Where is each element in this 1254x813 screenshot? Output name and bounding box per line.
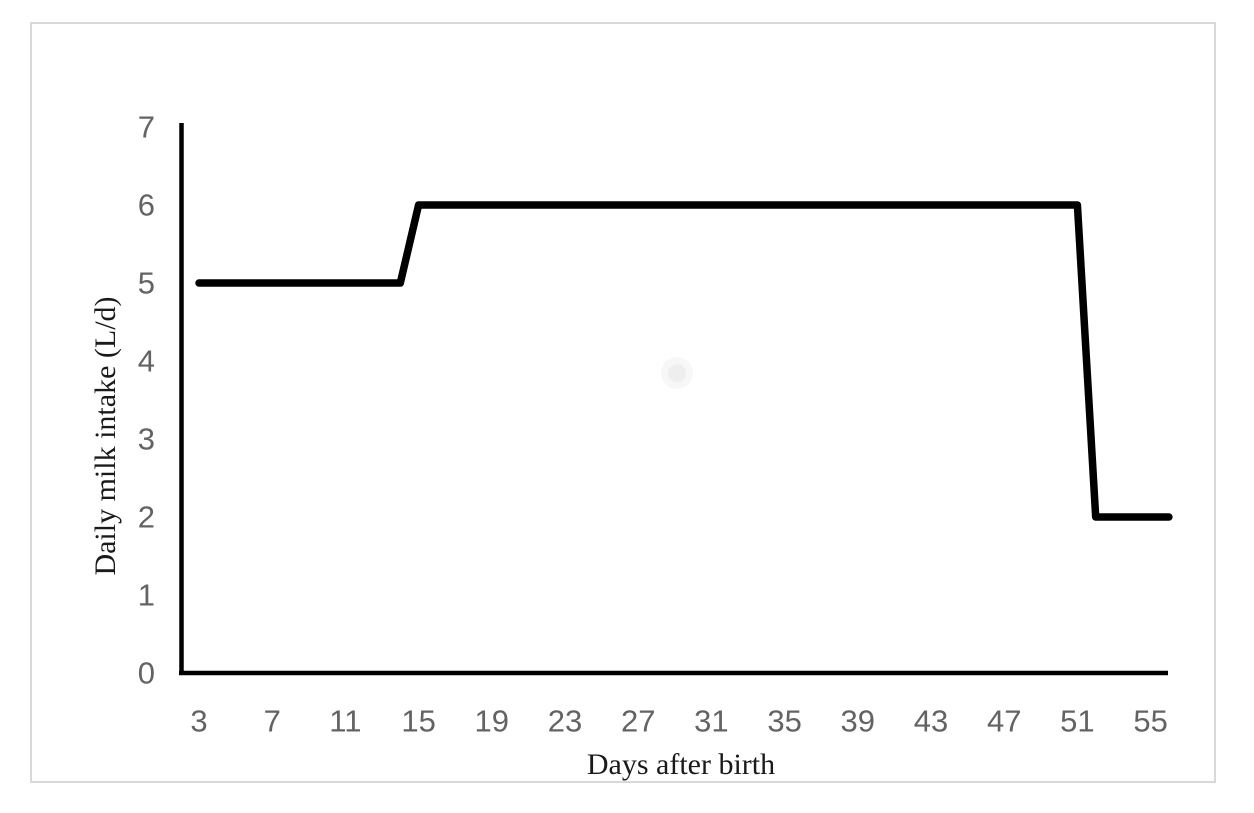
x-tick-label: 31	[694, 704, 728, 739]
y-axis-title: Daily milk intake (L/d)	[89, 296, 122, 576]
x-tick-label: 3	[190, 704, 207, 739]
x-tick-label: 35	[767, 704, 801, 739]
y-tick-label: 7	[138, 110, 155, 145]
x-tick-label: 15	[401, 704, 435, 739]
y-tick-label: 4	[138, 344, 155, 379]
chart-frame	[30, 22, 1216, 783]
y-tick-label: 0	[138, 656, 155, 691]
x-axis-title: Days after birth	[586, 748, 776, 781]
x-tick-label: 19	[475, 704, 509, 739]
x-tick-label: 47	[987, 704, 1021, 739]
x-tick-label: 55	[1133, 704, 1167, 739]
y-tick-label: 1	[138, 578, 155, 613]
y-tick-label: 5	[138, 266, 155, 301]
x-tick-label: 23	[548, 704, 582, 739]
x-tick-label: 39	[841, 704, 875, 739]
x-tick-label: 27	[621, 704, 655, 739]
x-tick-label: 51	[1060, 704, 1094, 739]
y-tick-label: 6	[138, 188, 155, 223]
smudge-artifact	[668, 364, 686, 382]
x-tick-label: 11	[329, 704, 361, 739]
y-tick-label: 2	[138, 500, 155, 535]
y-tick-label: 3	[138, 422, 155, 457]
x-tick-label: 43	[914, 704, 948, 739]
milk-intake-line	[195, 201, 1173, 521]
x-tick-label: 7	[264, 704, 281, 739]
